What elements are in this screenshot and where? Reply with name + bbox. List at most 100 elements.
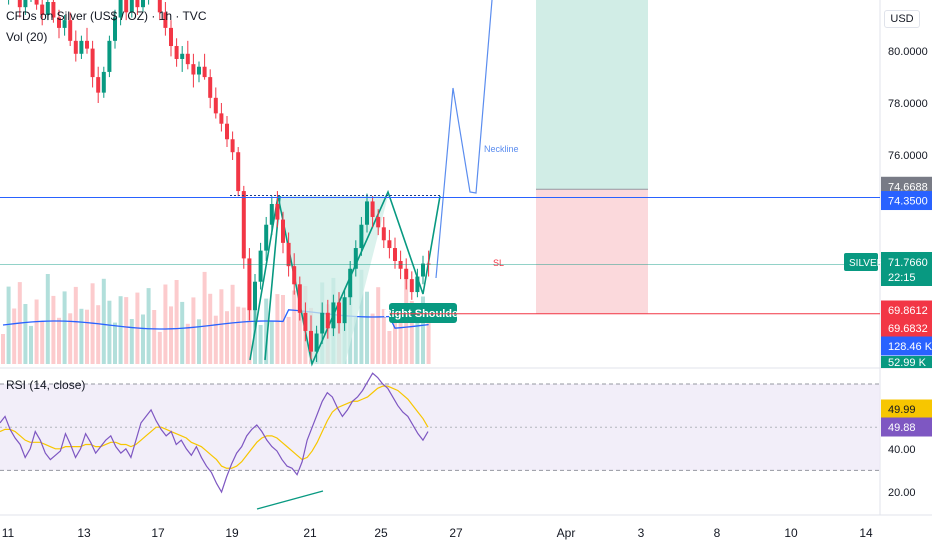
volume-bar <box>370 313 375 364</box>
time-tick: Apr <box>557 526 576 540</box>
candle-body <box>236 152 241 192</box>
last-price-text: 71.7660 <box>888 257 928 269</box>
volume-bar <box>292 290 297 364</box>
candle-body <box>230 139 235 153</box>
vol-ma-badge-bg <box>881 336 932 356</box>
volume-bar <box>29 325 33 364</box>
candle-body <box>409 279 414 293</box>
volume-badge-bg <box>881 356 932 368</box>
volume-bar <box>73 286 78 364</box>
volume-bar <box>191 297 196 364</box>
volume-bar <box>286 316 291 364</box>
candle-body <box>191 64 196 75</box>
neckline-label: Neckline <box>484 144 519 154</box>
rsi-value-badge-bg <box>881 417 932 437</box>
price-tick: 76.0000 <box>888 150 928 162</box>
volume-bar <box>180 301 185 364</box>
candle-body <box>118 0 123 18</box>
price-tick: 80.0000 <box>888 46 928 58</box>
candle-body <box>45 1 50 15</box>
candle-body <box>57 17 61 28</box>
volume-bar <box>236 306 241 364</box>
volume-bar <box>51 295 56 364</box>
time-axis[interactable]: 11 13 17 19 21 25 27 Apr 3 8 10 14 <box>2 526 873 540</box>
volume-bar <box>68 313 73 364</box>
candle-body <box>337 302 341 324</box>
candle-body <box>348 268 353 298</box>
price-tick: 78.0000 <box>888 98 928 110</box>
volume-bar <box>79 308 84 364</box>
volume-bar <box>376 287 381 364</box>
volume-badge-text: 52.99 K <box>888 357 927 369</box>
vol-ma-badge: 128.46 K <box>881 336 932 356</box>
price-axis[interactable]: 80.0000 78.0000 76.0000 74.6688 74.3500 SILVE… <box>844 46 932 499</box>
candle-body <box>325 312 330 329</box>
volume-bar <box>6 286 11 364</box>
candle-body <box>258 250 263 282</box>
stop-loss-zone <box>536 189 648 314</box>
volume-bar <box>62 291 67 364</box>
candle-body <box>62 20 67 28</box>
candle-body <box>365 201 369 225</box>
candle-body <box>68 20 73 41</box>
volume-bar <box>40 321 45 364</box>
candle-body <box>197 66 201 75</box>
projection-drawing[interactable]: Neckline <box>435 0 519 279</box>
low-badge: 69.6832 <box>881 318 932 338</box>
symbol-badge-text: SILVER <box>849 258 884 269</box>
candle-body <box>141 0 145 8</box>
volume-legend[interactable]: Vol (20) <box>6 30 48 44</box>
candle-body <box>90 48 95 78</box>
rsi-divergence-line <box>256 490 324 510</box>
candle-body <box>359 224 364 249</box>
rsi-value-badge-text: 49.88 <box>888 422 916 434</box>
neckline-badge-bg <box>881 191 932 211</box>
volume-bar <box>258 325 263 364</box>
candle-body <box>225 123 229 140</box>
candle-body <box>163 12 168 28</box>
candle-body <box>370 201 375 217</box>
candle-body <box>393 248 397 261</box>
volume-bar <box>141 314 145 364</box>
position-zones[interactable]: SL <box>493 0 648 314</box>
candle-body <box>309 330 313 352</box>
currency-selector[interactable]: USD <box>884 10 920 28</box>
candle-body <box>185 53 190 65</box>
candle-body <box>180 53 185 59</box>
candle-body <box>314 333 319 352</box>
price-lines[interactable] <box>0 195 880 315</box>
candle-body <box>96 77 101 93</box>
time-tick: 14 <box>859 526 873 540</box>
candle-body <box>269 204 274 225</box>
volume-bar <box>96 305 101 364</box>
time-tick: 3 <box>638 526 645 540</box>
candle-body <box>353 248 358 269</box>
volume-bar <box>185 323 190 364</box>
low-badge-bg <box>881 318 932 338</box>
volume-bar <box>269 320 274 364</box>
candle-body <box>113 17 117 41</box>
candle-body <box>247 258 252 311</box>
volume-bar <box>197 319 201 364</box>
stop-badge-bg <box>881 300 932 320</box>
candle-body <box>101 71 106 93</box>
volume-bar <box>1 334 5 364</box>
volume-bar <box>157 331 162 364</box>
stop-badge-text: 69.8612 <box>888 305 928 317</box>
volume-bar <box>118 296 123 364</box>
volume-bar <box>146 288 151 364</box>
target-badge-bg <box>881 176 932 196</box>
candle-body <box>219 113 224 124</box>
volume-bar <box>426 318 431 364</box>
volume-bar <box>213 315 218 364</box>
projection-path <box>435 0 493 279</box>
rsi-legend[interactable]: RSI (14, close) <box>6 378 86 392</box>
rsi-value-badge-bg <box>881 399 932 419</box>
time-tick: 10 <box>784 526 798 540</box>
volume-bar <box>353 317 358 364</box>
chart-legend-title[interactable]: CFDs on Silver (US$ / OZ) · 1h · TVC <box>6 9 207 23</box>
rsi-value-badge: 49.88 <box>881 417 932 437</box>
volume-badge: 52.99 K <box>881 356 932 369</box>
candle-body <box>40 4 45 15</box>
